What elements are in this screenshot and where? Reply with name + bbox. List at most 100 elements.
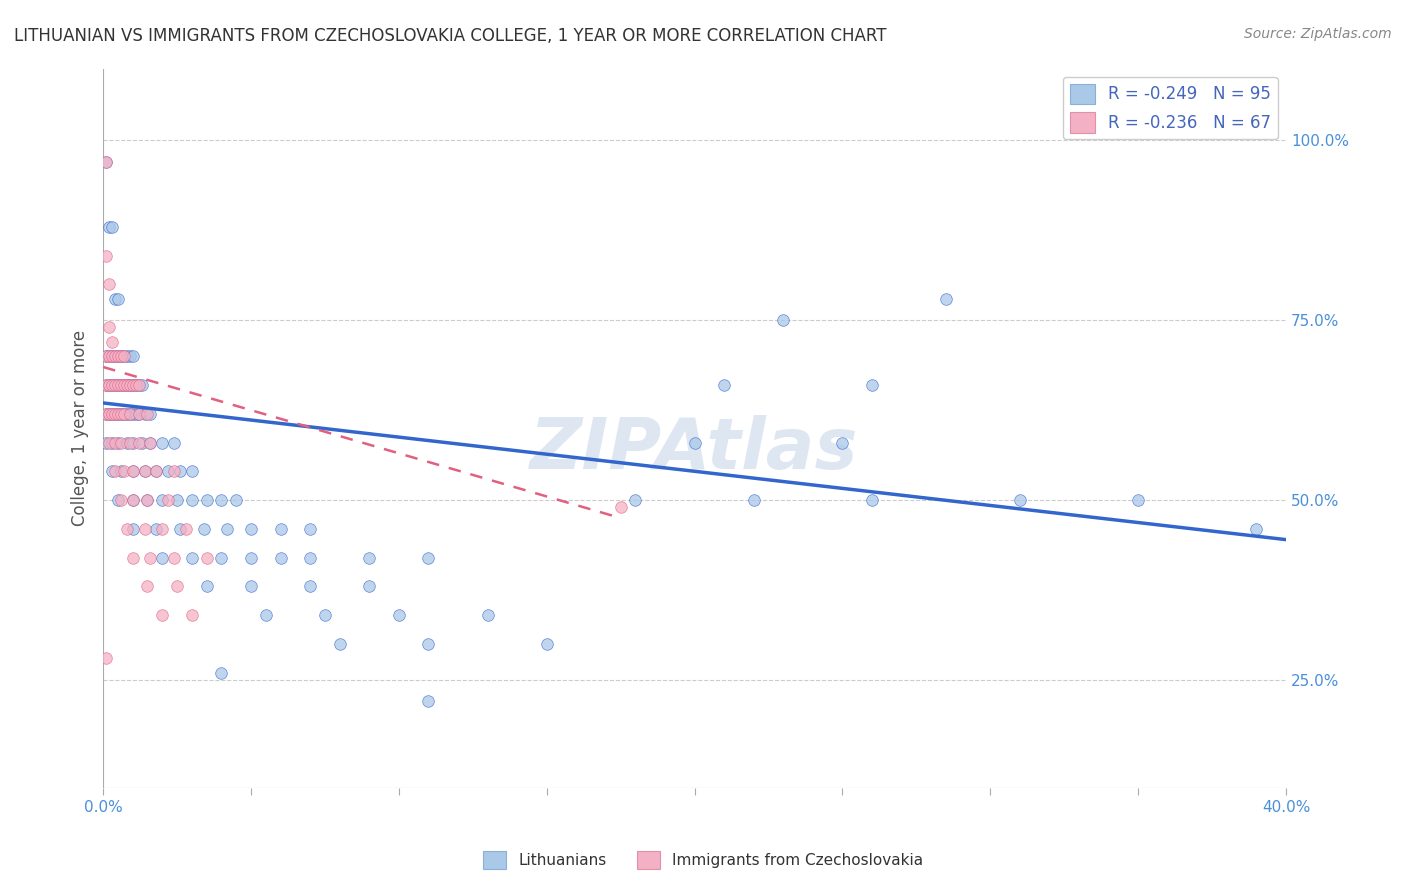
- Point: [104, 378, 127, 392]
- Point: [121, 407, 143, 421]
- Point: [935, 292, 957, 306]
- Point: [150, 435, 173, 450]
- Point: [163, 464, 186, 478]
- Point: [136, 493, 159, 508]
- Point: [150, 522, 173, 536]
- Point: [157, 493, 180, 508]
- Point: [94, 248, 117, 262]
- Point: [121, 493, 143, 508]
- Point: [94, 407, 117, 421]
- Point: [94, 378, 117, 392]
- Point: [477, 608, 499, 623]
- Point: [110, 349, 132, 363]
- Point: [121, 550, 143, 565]
- Point: [166, 493, 188, 508]
- Point: [139, 435, 162, 450]
- Point: [94, 407, 117, 421]
- Point: [180, 608, 202, 623]
- Point: [388, 608, 411, 623]
- Point: [831, 435, 853, 450]
- Point: [240, 522, 263, 536]
- Point: [180, 493, 202, 508]
- Point: [742, 493, 765, 508]
- Point: [104, 407, 127, 421]
- Point: [121, 464, 143, 478]
- Point: [180, 550, 202, 565]
- Point: [115, 378, 138, 392]
- Point: [139, 407, 162, 421]
- Point: [107, 493, 129, 508]
- Point: [101, 407, 124, 421]
- Text: LITHUANIAN VS IMMIGRANTS FROM CZECHOSLOVAKIA COLLEGE, 1 YEAR OR MORE CORRELATION: LITHUANIAN VS IMMIGRANTS FROM CZECHOSLOV…: [14, 27, 887, 45]
- Point: [98, 378, 121, 392]
- Point: [94, 349, 117, 363]
- Point: [299, 550, 322, 565]
- Point: [134, 407, 156, 421]
- Point: [195, 579, 218, 593]
- Point: [101, 407, 124, 421]
- Point: [104, 292, 127, 306]
- Point: [169, 464, 191, 478]
- Point: [150, 550, 173, 565]
- Text: ZIPAtlas: ZIPAtlas: [530, 415, 859, 484]
- Point: [157, 464, 180, 478]
- Point: [418, 694, 440, 708]
- Point: [163, 550, 186, 565]
- Point: [860, 378, 883, 392]
- Text: Source: ZipAtlas.com: Source: ZipAtlas.com: [1244, 27, 1392, 41]
- Point: [772, 313, 794, 327]
- Point: [174, 522, 197, 536]
- Point: [359, 579, 381, 593]
- Point: [110, 407, 132, 421]
- Point: [128, 378, 150, 392]
- Point: [98, 277, 121, 292]
- Point: [94, 651, 117, 665]
- Point: [683, 435, 706, 450]
- Point: [115, 522, 138, 536]
- Point: [209, 665, 232, 680]
- Legend: Lithuanians, Immigrants from Czechoslovakia: Lithuanians, Immigrants from Czechoslova…: [477, 845, 929, 875]
- Point: [101, 349, 124, 363]
- Point: [101, 219, 124, 234]
- Point: [107, 407, 129, 421]
- Point: [94, 435, 117, 450]
- Point: [118, 407, 141, 421]
- Point: [166, 579, 188, 593]
- Point: [134, 464, 156, 478]
- Legend: R = -0.249   N = 95, R = -0.236   N = 67: R = -0.249 N = 95, R = -0.236 N = 67: [1063, 77, 1278, 139]
- Point: [118, 435, 141, 450]
- Point: [110, 493, 132, 508]
- Point: [418, 550, 440, 565]
- Point: [128, 435, 150, 450]
- Point: [136, 493, 159, 508]
- Point: [145, 522, 167, 536]
- Point: [104, 464, 127, 478]
- Point: [329, 637, 352, 651]
- Point: [101, 464, 124, 478]
- Point: [145, 464, 167, 478]
- Point: [314, 608, 336, 623]
- Point: [101, 435, 124, 450]
- Point: [98, 407, 121, 421]
- Y-axis label: College, 1 year or more: College, 1 year or more: [72, 330, 89, 526]
- Point: [107, 349, 129, 363]
- Point: [225, 493, 247, 508]
- Point: [1008, 493, 1031, 508]
- Point: [110, 349, 132, 363]
- Point: [121, 378, 143, 392]
- Point: [193, 522, 215, 536]
- Point: [107, 407, 129, 421]
- Point: [136, 579, 159, 593]
- Point: [209, 493, 232, 508]
- Point: [101, 334, 124, 349]
- Point: [94, 155, 117, 169]
- Point: [134, 464, 156, 478]
- Point: [609, 500, 631, 515]
- Point: [110, 378, 132, 392]
- Point: [104, 349, 127, 363]
- Point: [112, 378, 135, 392]
- Point: [98, 435, 121, 450]
- Point: [110, 407, 132, 421]
- Point: [112, 349, 135, 363]
- Point: [104, 435, 127, 450]
